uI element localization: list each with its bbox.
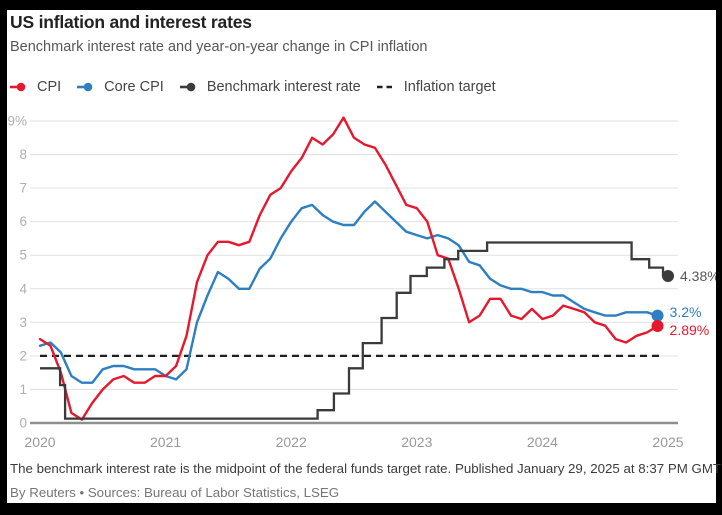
y-tick-label: 9%: [7, 113, 27, 128]
y-tick-label: 4: [19, 281, 27, 296]
y-tick-label: 8: [19, 147, 27, 162]
x-tick-label: 2023: [401, 434, 432, 450]
y-tick-label: 5: [19, 248, 27, 263]
x-tick-label: 2020: [24, 434, 55, 450]
chart-note: The benchmark interest rate is the midpo…: [10, 461, 722, 476]
y-tick-label: 0: [19, 416, 27, 431]
legend-marker-core_cpi-icon: [77, 82, 93, 92]
cpi-end-dot: [651, 320, 664, 333]
benchmark-rate-line: [40, 241, 668, 420]
legend-item-core_cpi: Core CPI: [77, 79, 164, 95]
chart-title: US inflation and interest rates: [10, 12, 252, 32]
chart-subtitle: Benchmark interest rate and year-on-year…: [10, 39, 428, 55]
legend-label: Core CPI: [104, 79, 164, 95]
legend-marker-benchmark-icon: [179, 82, 196, 92]
legend-marker-target-icon: [376, 85, 396, 89]
y-tick-label: 1: [19, 382, 27, 397]
benchmark-end-dot: [662, 270, 674, 283]
legend-item-benchmark: Benchmark interest rate: [179, 79, 361, 95]
cpi-end-label: 2.89%: [670, 322, 710, 338]
chart-legend: CPI Core CPI Benchmark interest rate Inflat…: [10, 79, 496, 95]
chart-card: US inflation and interest rates Benchmar…: [7, 10, 721, 503]
legend-label: CPI: [37, 79, 62, 95]
inflation-rates-chart: 0 1 2 3 4 5 6 7 8 9% 2020 2021 2022 2023 2024 2025 4.38%…: [7, 113, 716, 450]
legend-label: Benchmark interest rate: [206, 79, 361, 95]
core-cpi-end-dot: [651, 309, 664, 322]
legend-item-cpi: CPI: [10, 79, 61, 95]
core-cpi-end-label: 3.2%: [670, 304, 702, 320]
legend-label: Inflation target: [403, 79, 496, 95]
y-tick-label: 2: [19, 348, 27, 363]
x-tick-label: 2021: [150, 434, 181, 450]
benchmark-end-label: 4.38%: [680, 268, 716, 284]
legend-marker-cpi-icon: [10, 82, 26, 92]
y-tick-label: 7: [19, 181, 27, 196]
y-tick-label: 3: [19, 315, 27, 330]
x-tick-label: 2025: [652, 434, 683, 450]
x-tick-label: 2022: [276, 434, 307, 450]
cpi-line: [38, 116, 659, 421]
chart-attribution: By Reuters • Sources: Bureau of Labor St…: [10, 485, 340, 500]
legend-item-target: Inflation target: [376, 79, 496, 95]
y-tick-label: 6: [19, 214, 27, 229]
x-tick-label: 2024: [527, 434, 558, 450]
core_cpi-line: [38, 200, 659, 384]
